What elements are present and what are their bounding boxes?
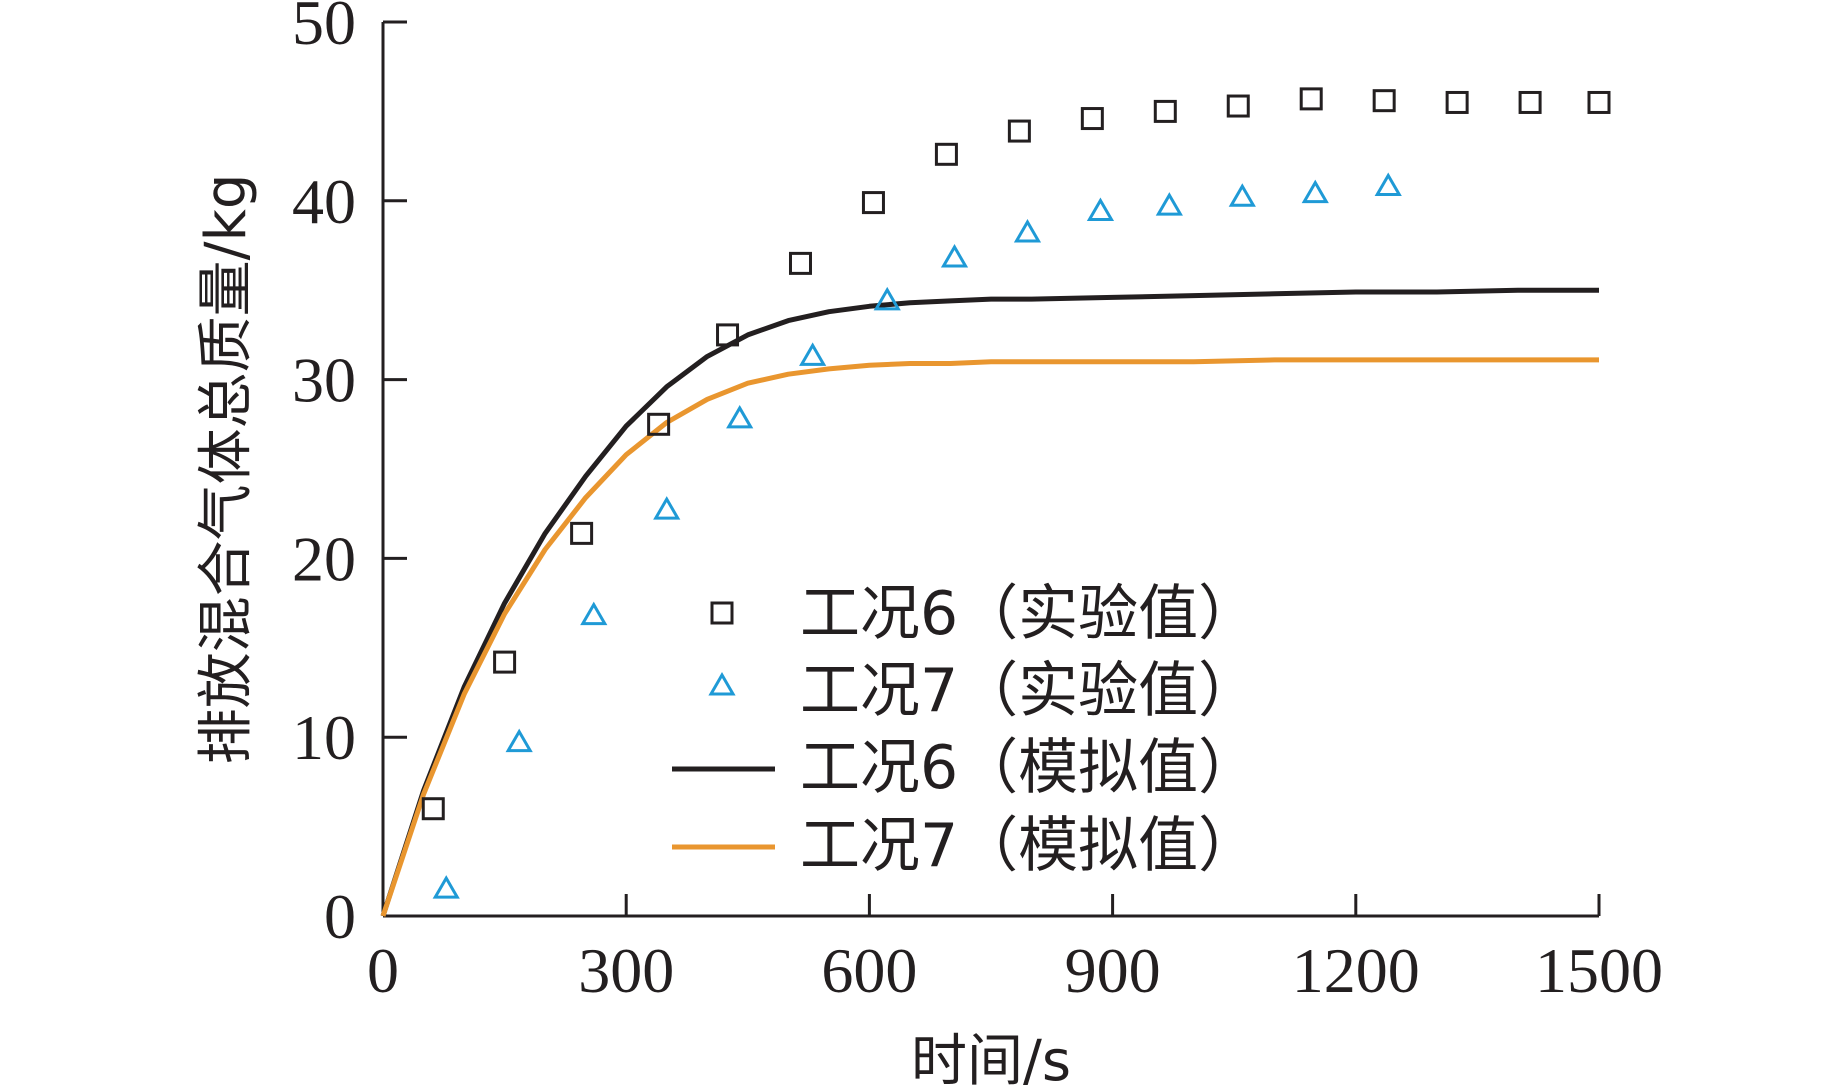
data-point-triangle [726,404,754,429]
data-point-triangle [1086,197,1115,222]
data-point-triangle [432,875,460,899]
x-tick-label: 1200 [1292,935,1420,1006]
data-point-square [493,650,517,674]
data-point-square [788,251,812,275]
data-point-square [1299,87,1323,111]
data-point-triangle [799,342,827,366]
legend-marker-square [710,601,734,625]
data-point-square [934,142,958,166]
series-line-4 [380,357,1599,917]
data-point-triangle [1228,183,1256,207]
y-tick-label: 20 [292,523,356,594]
legend-label-series-1: 工况6（实验值） [800,579,1258,649]
data-point-square [1372,89,1396,113]
y-tick-label: 10 [292,702,356,773]
legend-label-series-4: 工况7（模拟值） [800,811,1258,881]
data-point-square [1007,119,1031,143]
data-point-triangle [1374,172,1402,196]
x-axis-title: 时间/s [911,1029,1071,1091]
y-tick-label: 30 [292,345,356,416]
data-point-square [421,797,445,821]
data-point-triangle [873,286,901,311]
data-point-triangle [580,601,608,626]
data-point-square [1226,94,1250,118]
data-point-square [570,521,594,545]
legend-label-series-3: 工况6（模拟值） [800,733,1258,803]
y-tick-label: 0 [324,881,356,952]
y-tick-label: 40 [292,166,356,237]
data-point-square [1587,90,1611,114]
data-point-triangle [1013,218,1042,243]
data-point-square [647,412,671,436]
x-tick-label: 300 [578,935,674,1006]
x-tick-label: 600 [821,935,917,1006]
data-point-triangle [505,728,533,753]
x-ticks: 0 300 600 900 1200 1500 [367,894,1663,1006]
data-point-square [1445,90,1469,114]
data-point-square [861,191,885,215]
data-point-square [1153,99,1177,123]
data-point-triangle [1301,179,1329,204]
data-point-triangle [653,496,681,520]
data-point-triangle [1155,192,1183,216]
y-tick-label: 50 [292,0,356,58]
y-axis-title: 排放混合气体总质量/kg [194,174,259,765]
series-lines [380,287,1599,917]
axes [381,22,1599,918]
data-point-triangle [940,244,969,268]
legend: 工况6（实验值） 工况7（实验值） 工况6（模拟值） 工况7（模拟值） [672,579,1258,881]
x-tick-label: 1500 [1535,935,1663,1006]
y-ticks: 0 10 20 30 40 50 [292,0,407,952]
data-point-square [1518,90,1542,114]
data-point-square [1080,107,1104,131]
series-line-3 [380,287,1599,917]
legend-label-series-2: 工况7（实验值） [800,656,1258,726]
legend-marker-triangle [708,672,736,696]
data-point-square [716,323,740,347]
x-tick-label: 0 [367,935,399,1006]
series-markers [421,87,1611,899]
x-tick-label: 900 [1065,935,1161,1006]
